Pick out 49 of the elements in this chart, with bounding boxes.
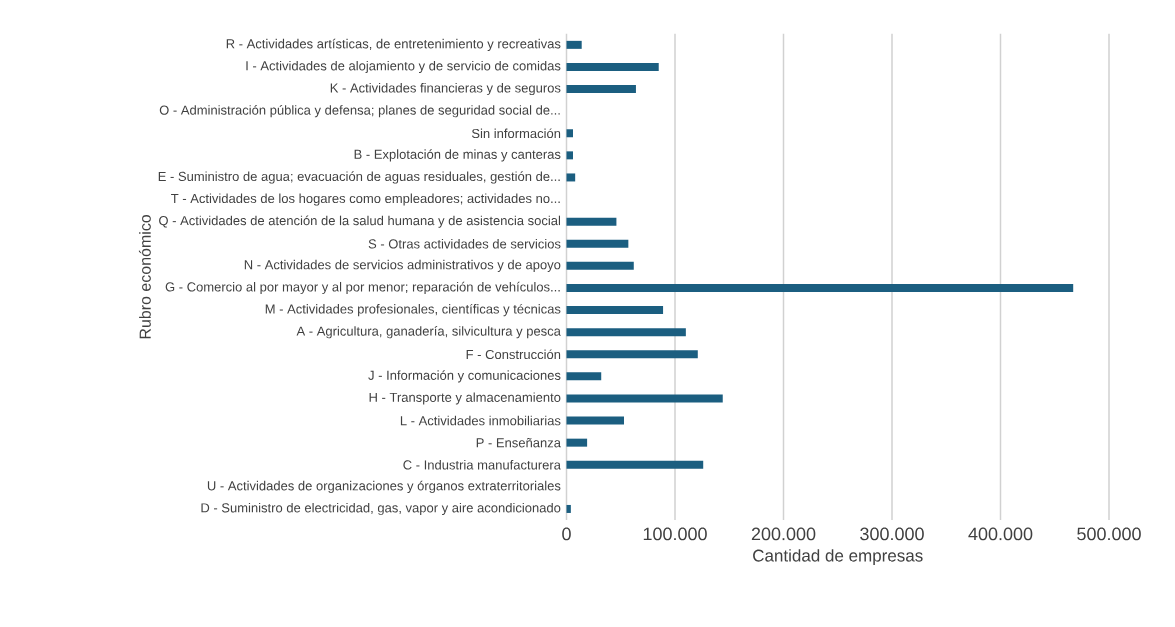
y-axis-title: Rubro económico xyxy=(138,214,151,339)
bar xyxy=(566,283,1074,292)
y-tick-label: N - Actividades de servicios administrativos y de apoyo xyxy=(244,259,561,272)
y-tick-label: O - Administración pública y defensa; planes de seguridad social de... xyxy=(159,105,560,118)
bar xyxy=(566,438,588,447)
y-tick-label: D - Suministro de electricidad, gas, vapor y aire acondicionado xyxy=(201,502,561,516)
y-tick-label: U - Actividades de organizaciones y órganos extraterritoriales xyxy=(207,480,561,493)
y-tick-label: S - Otras actividades de servicios xyxy=(368,238,561,249)
bar xyxy=(566,151,574,160)
y-tick-label: B - Explotación de minas y canteras xyxy=(354,149,561,162)
y-tick-label: K - Actividades financieras y de seguros xyxy=(330,82,561,96)
x-tick-label: 500.000 xyxy=(1077,527,1141,541)
y-tick-label: T - Actividades de los hogares como empleadores; actividades no... xyxy=(171,193,560,206)
y-tick-label: H - Transporte y almacenamiento xyxy=(369,392,561,405)
bar xyxy=(566,504,571,513)
y-tick-label: Sin información xyxy=(471,128,561,139)
bar xyxy=(566,40,582,49)
bar xyxy=(566,306,664,315)
x-tick-label: 200.000 xyxy=(751,527,816,541)
bar xyxy=(566,394,723,403)
bar xyxy=(566,372,602,381)
x-axis-title: Cantidad de empresas xyxy=(753,549,923,565)
bar xyxy=(566,460,704,469)
bar xyxy=(566,173,576,182)
y-tick-label: A - Agricultura, ganadería, silvicultura y pesca xyxy=(296,326,561,339)
y-tick-label: C - Industria manufacturera xyxy=(403,459,561,470)
bar xyxy=(566,239,629,248)
y-tick-label: J - Información y comunicaciones xyxy=(368,370,561,383)
y-tick-label: L - Actividades inmobiliarias xyxy=(400,415,561,426)
bar xyxy=(566,261,634,270)
y-tick-label: Q - Actividades de atención de la salud humana y de asistencia social xyxy=(159,215,561,228)
bar xyxy=(566,328,686,337)
bar xyxy=(566,85,636,94)
bar xyxy=(566,217,617,226)
x-tick-label: 400.000 xyxy=(968,527,1033,541)
y-tick-label: E - Suministro de agua; evacuación de aguas residuales, gestión de... xyxy=(158,171,560,184)
y-tick-label: G - Comercio al por mayor y al por menor; reparación de vehículos... xyxy=(165,281,560,295)
bar xyxy=(566,62,659,71)
x-tick-label: 300.000 xyxy=(860,527,924,541)
bar xyxy=(566,416,625,425)
y-tick-label: P - Enseñanza xyxy=(476,437,561,448)
x-tick-label: 0 xyxy=(562,527,571,541)
y-tick-label: M - Actividades profesionales, científicas y técnicas xyxy=(265,303,561,317)
x-tick-label: 100.000 xyxy=(643,527,707,541)
y-tick-label: R - Actividades artísticas, de entretenimiento y recreativas xyxy=(226,38,561,51)
y-tick-label: I - Actividades de alojamiento y de servicio de comidas xyxy=(246,60,561,74)
y-tick-label: F - Construcción xyxy=(466,349,561,360)
bar xyxy=(566,129,574,138)
bar xyxy=(566,350,698,359)
